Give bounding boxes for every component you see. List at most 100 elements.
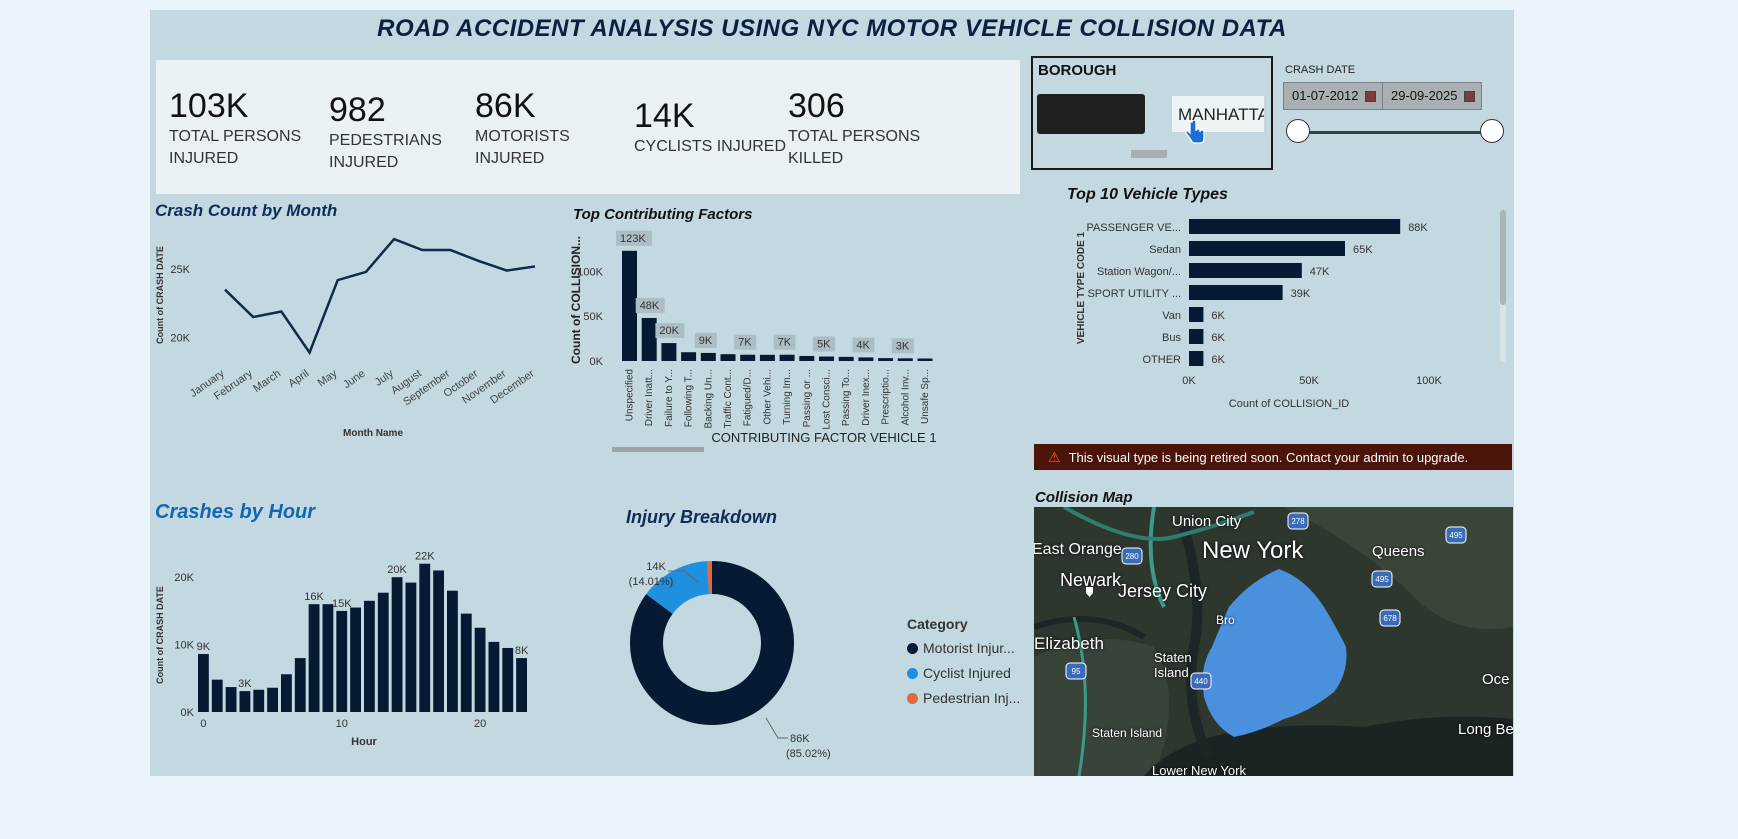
hour-bar xyxy=(405,582,417,712)
borough-option-dark[interactable] xyxy=(1037,94,1145,134)
highway-shield-icon xyxy=(1371,570,1393,588)
data-label: 7K xyxy=(738,337,752,349)
data-label: 5K xyxy=(817,339,831,351)
hour-bar xyxy=(308,604,320,712)
kpi-total-injured: 103K TOTAL PERSONS INJURED xyxy=(169,86,309,170)
factor-bar xyxy=(799,355,815,361)
hour-bar xyxy=(350,607,361,712)
x-tick-label: Turning Im... xyxy=(782,369,793,425)
x-tick-label: 0 xyxy=(200,718,206,730)
map-label: Bro xyxy=(1216,613,1235,627)
factor-bar xyxy=(878,358,894,361)
y-axis-title: Count of CRASH DATE xyxy=(155,246,165,344)
data-label-bg xyxy=(694,332,717,348)
x-tick-label: Unspecified xyxy=(625,369,636,421)
data-label-bg xyxy=(852,337,875,353)
factor-bar xyxy=(622,250,637,361)
borough-slicer-header: BOROUGH xyxy=(1038,62,1117,79)
hour-bar xyxy=(474,627,486,712)
calendar-icon[interactable] xyxy=(1464,91,1475,102)
hour-bar xyxy=(502,647,514,712)
vehicle-bar xyxy=(1189,241,1345,256)
borough-option-manhattan[interactable]: MANHATTA xyxy=(1171,95,1265,133)
y-axis-title: Count of COLLISION... xyxy=(569,236,583,364)
map-label: Oce xyxy=(1482,671,1510,688)
map-label: Staten Island xyxy=(1092,726,1163,740)
y-tick-label: 20K xyxy=(174,572,194,584)
x-tick-label: Backing Un... xyxy=(703,369,714,428)
x-tick-label: Fatigued/D... xyxy=(743,369,754,426)
x-axis-title: Count of COLLISION_ID xyxy=(1229,398,1349,410)
kpi-label: TOTAL PERSONS KILLED xyxy=(788,128,921,167)
data-label: 48K xyxy=(640,300,660,312)
vehicle-bar xyxy=(1189,329,1204,344)
hour-bar xyxy=(391,577,403,712)
kpi-label: PEDESTRIANS INJURED xyxy=(329,132,442,171)
data-label: 20K xyxy=(387,564,407,576)
legend-label: Motorist Injur... xyxy=(923,640,1015,656)
kpi-label: MOTORISTS INJURED xyxy=(475,128,570,167)
y-tick-label: SPORT UTILITY ... xyxy=(1087,288,1181,300)
leader-line xyxy=(765,717,788,739)
collision-density-area xyxy=(1202,569,1347,737)
hour-bar xyxy=(225,687,237,712)
date-start-handle[interactable] xyxy=(1286,119,1310,143)
data-label-bg xyxy=(773,334,796,350)
data-label: 16K xyxy=(304,591,324,603)
data-label: 22K xyxy=(415,551,435,563)
slicer-scrollbar[interactable] xyxy=(1131,150,1167,158)
x-tick-label: Failure to Y... xyxy=(664,369,675,427)
x-tick-label: Alcohol Inv... xyxy=(900,369,911,426)
calendar-icon[interactable] xyxy=(1365,91,1376,102)
vertical-scrollbar-thumb xyxy=(1500,210,1506,305)
x-tick-label: Passing To... xyxy=(841,369,852,426)
borough-slicer[interactable]: BOROUGH MANHATTA xyxy=(1031,56,1273,170)
pie-slice xyxy=(630,561,794,725)
kpi-value: 306 xyxy=(788,87,845,125)
collision-map-title: Collision Map xyxy=(1035,489,1133,506)
hour-bar xyxy=(211,679,223,712)
crash-date-slicer: CRASH DATE 01-07-2012 29-09-2025 xyxy=(1275,56,1514,166)
hour-bar xyxy=(281,674,292,712)
map-background xyxy=(1034,507,1513,776)
x-tick-label: Driver Inatt... xyxy=(644,369,655,426)
kpi-pedestrians-injured: 982 PEDESTRIANS INJURED xyxy=(329,90,469,174)
y-tick-label: 25K xyxy=(170,264,190,276)
end-date-input[interactable]: 29-09-2025 xyxy=(1382,82,1482,110)
data-label-bg xyxy=(734,334,757,350)
injury-breakdown-title: Injury Breakdown xyxy=(626,507,778,527)
vehicle-bar xyxy=(1189,351,1204,366)
hour-bar xyxy=(322,604,334,712)
factor-bar xyxy=(740,354,756,361)
legend-item-cyclist[interactable]: Cyclist Injured xyxy=(907,665,1011,681)
legend-item-pedestrian[interactable]: Pedestrian Inj... xyxy=(907,690,1020,706)
date-end-handle[interactable] xyxy=(1480,119,1504,143)
shield-text: 495 xyxy=(1375,575,1389,584)
contributing-factors-chart: 0K 50K 100K 123K Unspecified 48K Driver Inatt.… xyxy=(569,230,937,452)
y-tick-label: 10K xyxy=(174,640,194,652)
date-range-track[interactable] xyxy=(1297,131,1493,134)
collision-map[interactable]: Union City East Orange New York Queens N… xyxy=(1034,507,1513,776)
legend-dot xyxy=(907,693,918,704)
kpi-panel: 103K TOTAL PERSONS INJURED 982 PEDESTRIA… xyxy=(156,60,1020,194)
data-label-bg xyxy=(635,297,665,313)
end-date-value: 29-09-2025 xyxy=(1391,88,1458,103)
warning-text: This visual type is being retired soon. … xyxy=(1068,450,1469,465)
map-label: Newark xyxy=(1060,570,1122,590)
legend-item-motorist[interactable]: Motorist Injur... xyxy=(907,640,1015,656)
hour-bar xyxy=(294,658,306,712)
data-label: 123K xyxy=(620,233,646,245)
shield-text: 280 xyxy=(1125,552,1139,561)
factor-bar xyxy=(858,357,874,361)
data-label: 6K xyxy=(1211,354,1225,366)
start-date-input[interactable]: 01-07-2012 xyxy=(1283,82,1383,110)
kpi-label: CYCLISTS INJURED xyxy=(634,138,787,155)
legend-title: Category xyxy=(907,616,968,632)
y-axis-title: Count of CRASH DATE xyxy=(155,586,165,684)
kpi-motorists-injured: 86K MOTORISTS INJURED xyxy=(475,86,615,170)
crashes-by-hour-title: Crashes by Hour xyxy=(155,501,316,523)
series-line xyxy=(224,237,536,356)
data-label: 7K xyxy=(778,337,792,349)
x-tick-label: 100K xyxy=(1416,375,1442,387)
x-axis-title: CONTRIBUTING FACTOR VEHICLE 1 xyxy=(711,430,936,445)
